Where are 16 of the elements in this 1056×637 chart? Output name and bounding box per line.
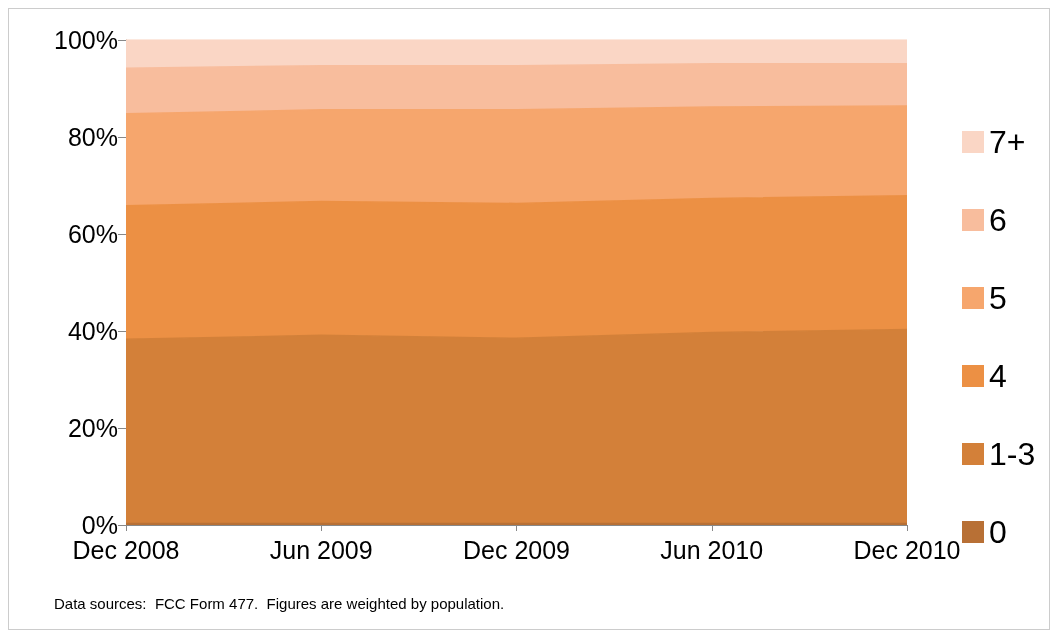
y-tick-label: 60%: [67, 220, 118, 248]
y-tick-label: 40%: [67, 317, 118, 345]
x-tick-label: Dec 2010: [853, 535, 961, 564]
text: Data sources: FCC Form 477. Figures are weighted by population.: [54, 595, 505, 612]
legend-label: 5: [989, 280, 1007, 316]
x-tick-label: Jun 2010: [660, 535, 764, 564]
legend-label: 1-3: [989, 436, 1036, 472]
y-tick-label: 20%: [67, 414, 118, 442]
y-tick-label: 100%: [54, 26, 118, 54]
legend-label: 6: [989, 202, 1007, 238]
y-tick-label: 80%: [67, 123, 118, 151]
legend-label: 7+: [989, 124, 1026, 160]
legend-label: 4: [989, 358, 1007, 394]
legend-label: 0: [989, 514, 1007, 550]
x-tick-label: Jun 2009: [269, 535, 373, 564]
x-tick-label: Dec 2009: [462, 535, 571, 564]
